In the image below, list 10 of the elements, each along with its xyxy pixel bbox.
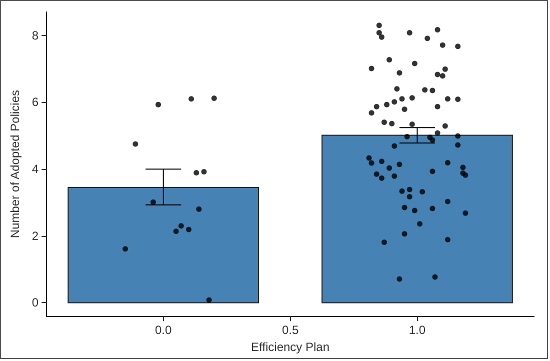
x-tick-label: 0.5 [282,323,299,338]
y-tick-label: 0 [32,296,39,310]
y-tick-label: 4 [32,162,39,176]
x-axis-title: Efficiency Plan [251,340,330,354]
y-tick-label: 2 [32,228,39,243]
x-tick-label: 1.0 [408,323,426,338]
x-tick-label: 0.0 [155,323,172,338]
y-axis-title: Number of Adopted Policies [8,90,22,238]
y-tick-label: 8 [32,28,39,42]
y-tick-label: 6 [32,95,39,110]
